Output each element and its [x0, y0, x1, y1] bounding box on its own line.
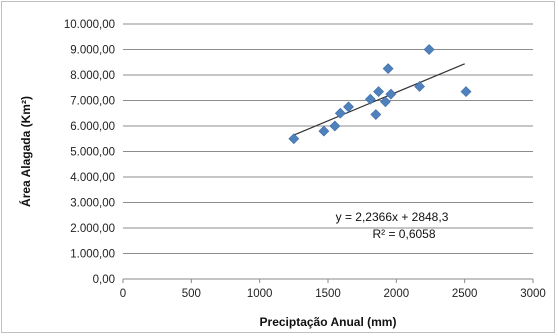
y-tick-label: 1.000,00 — [70, 249, 115, 261]
y-tick-label: 9.000,00 — [70, 45, 115, 57]
x-tick-label: 0 — [120, 288, 126, 300]
y-tick-label: 5.000,00 — [70, 147, 115, 159]
data-points — [288, 44, 472, 145]
data-point — [364, 93, 376, 105]
data-point — [373, 86, 384, 97]
y-tick-label: 8.000,00 — [70, 70, 115, 82]
y-tick-label: 10.000,00 — [64, 19, 115, 31]
y-tick-label: 7.000,00 — [70, 96, 115, 108]
data-point — [334, 107, 346, 119]
data-point — [423, 44, 435, 55]
trendline-equation: y = 2,2366x + 2848,3 — [336, 210, 449, 224]
data-point — [288, 133, 300, 145]
y-tick-label: 2.000,00 — [70, 223, 115, 235]
data-point — [318, 125, 330, 137]
y-tick-label: 0,00 — [93, 274, 115, 286]
x-tick-label: 1500 — [315, 288, 341, 300]
x-axis: 0 500 1000 1500 2000 2500 3000 — [120, 279, 546, 300]
y-tick-label: 3.000,00 — [70, 198, 115, 210]
data-point — [343, 101, 354, 113]
data-point — [379, 96, 391, 108]
data-point — [414, 81, 425, 92]
x-tick-label: 1000 — [247, 288, 273, 300]
data-point — [329, 120, 341, 132]
y-tick-label: 6.000,00 — [70, 121, 115, 133]
x-tick-label: 500 — [182, 288, 201, 300]
grid-lines — [123, 23, 533, 254]
data-point — [385, 88, 397, 100]
x-axis-title: Preciptação Anual (mm) — [260, 315, 397, 329]
trendline — [293, 63, 465, 136]
data-point — [460, 86, 472, 97]
x-tick-label: 2500 — [452, 288, 478, 300]
y-tick-label: 4.000,00 — [70, 172, 115, 184]
y-axis-title: Área Alagada (Km²) — [18, 96, 33, 207]
x-tick-label: 3000 — [520, 288, 546, 300]
y-axis: 0,00 1.000,00 2.000,00 3.000,00 4.000,00 5.00… — [64, 19, 115, 286]
x-tick-label: 2000 — [384, 288, 410, 300]
trendline-r-squared: R² = 0,6058 — [372, 227, 435, 241]
data-point — [382, 63, 394, 75]
data-point — [370, 109, 382, 120]
